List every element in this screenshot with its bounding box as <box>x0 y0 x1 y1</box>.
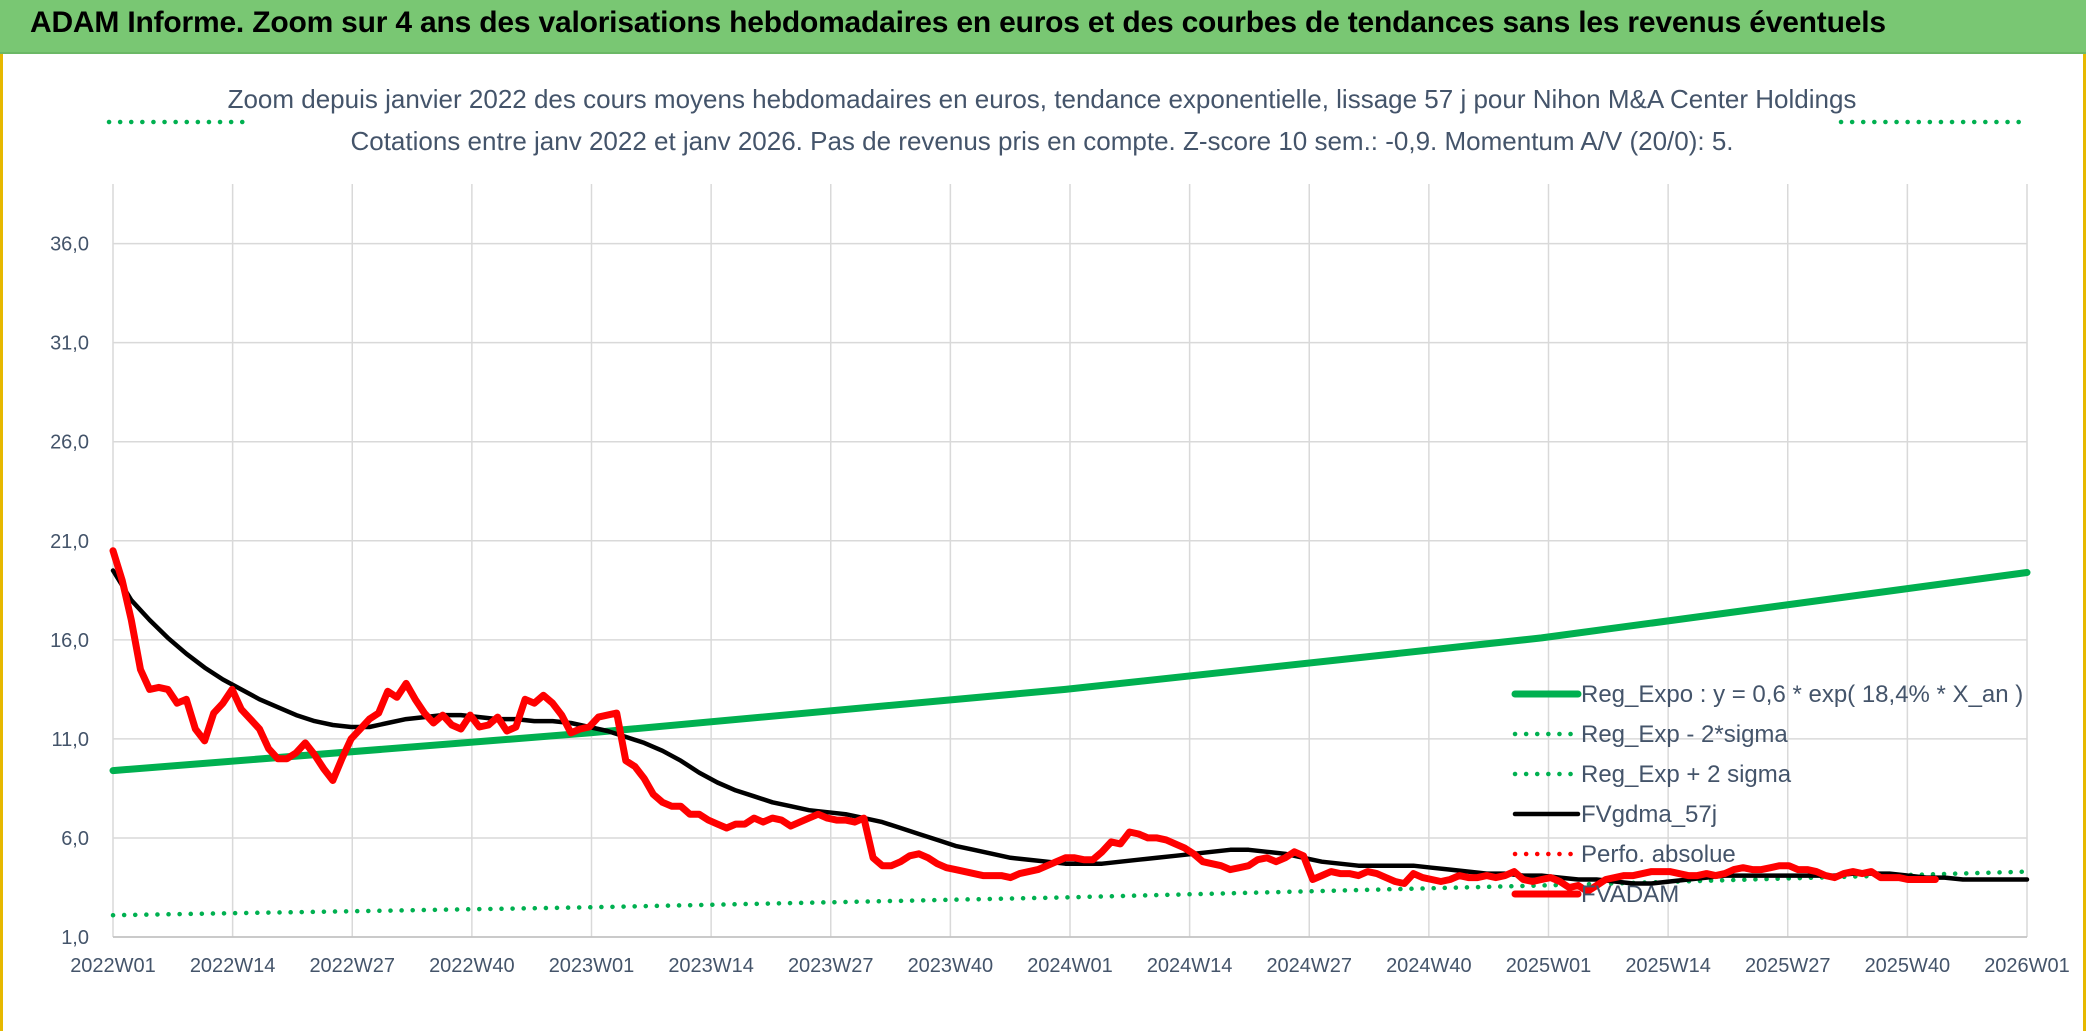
series-line <box>109 569 2031 775</box>
x-tick-label: 2024W01 <box>1027 955 1113 977</box>
x-tick-label: 2025W40 <box>1865 955 1951 977</box>
x-tick-label: 2023W40 <box>908 955 994 977</box>
legend-label: Reg_Exp - 2*sigma <box>1581 721 1788 748</box>
x-tick-label: 2022W27 <box>309 955 395 977</box>
chart-subtitle: Cotations entre janv 2022 et janv 2026. … <box>350 126 1733 156</box>
series-lines <box>106 119 2031 918</box>
x-tick-label: 2024W40 <box>1386 955 1472 977</box>
x-tick-label: 2022W01 <box>70 955 156 977</box>
gridlines <box>112 184 2028 938</box>
y-tick-label: 21,0 <box>50 531 89 553</box>
series-line <box>110 869 2030 918</box>
x-tick-label: 2023W01 <box>549 955 635 977</box>
y-axis-ticks: 1,0 6,0 11,0 16,0 21,0 26,0 31,0 36,0 <box>50 234 89 949</box>
x-tick-label: 2024W27 <box>1266 955 1352 977</box>
y-tick-label: 6,0 <box>61 828 89 850</box>
y-tick-label: 26,0 <box>50 432 89 454</box>
x-tick-label: 2023W27 <box>788 955 874 977</box>
legend-label: Reg_Expo : y = 0,6 * exp( 18,4% * X_an ) <box>1581 681 2023 708</box>
x-tick-label: 2022W40 <box>429 955 515 977</box>
x-tick-label: 2025W14 <box>1625 955 1711 977</box>
legend: Reg_Expo : y = 0,6 * exp( 18,4% * X_an )… <box>1511 681 2023 908</box>
x-tick-label: 2026W01 <box>1984 955 2070 977</box>
legend-label: FVgdma_57j <box>1581 801 1717 828</box>
title-banner: ADAM Informe. Zoom sur 4 ans des valoris… <box>0 0 2086 54</box>
y-tick-label: 36,0 <box>50 234 89 256</box>
x-tick-label: 2024W14 <box>1147 955 1233 977</box>
x-tick-label: 2023W14 <box>668 955 754 977</box>
legend-label: Perfo. absolue <box>1581 841 1736 868</box>
x-tick-label: 2022W14 <box>190 955 276 977</box>
chart-title: Zoom depuis janvier 2022 des cours moyen… <box>228 84 1857 114</box>
x-tick-label: 2025W01 <box>1506 955 1592 977</box>
y-tick-label: 16,0 <box>50 630 89 652</box>
series-line <box>109 547 1939 895</box>
chart-frame: Zoom depuis janvier 2022 des cours moyen… <box>0 54 2086 1031</box>
report-title: ADAM Informe. Zoom sur 4 ans des valoris… <box>30 6 1886 39</box>
legend-label: FVADAM <box>1581 881 1679 908</box>
y-tick-label: 1,0 <box>61 927 89 949</box>
y-tick-label: 11,0 <box>52 729 89 751</box>
x-axis-ticks: 2022W01 2022W14 2022W27 2022W40 2023W01 2023W… <box>70 955 2070 977</box>
y-tick-label: 31,0 <box>50 333 89 355</box>
line-chart: Zoom depuis janvier 2022 des cours moyen… <box>50 84 2070 977</box>
legend-label: Reg_Exp + 2 sigma <box>1581 761 1792 788</box>
x-tick-label: 2025W27 <box>1745 955 1831 977</box>
